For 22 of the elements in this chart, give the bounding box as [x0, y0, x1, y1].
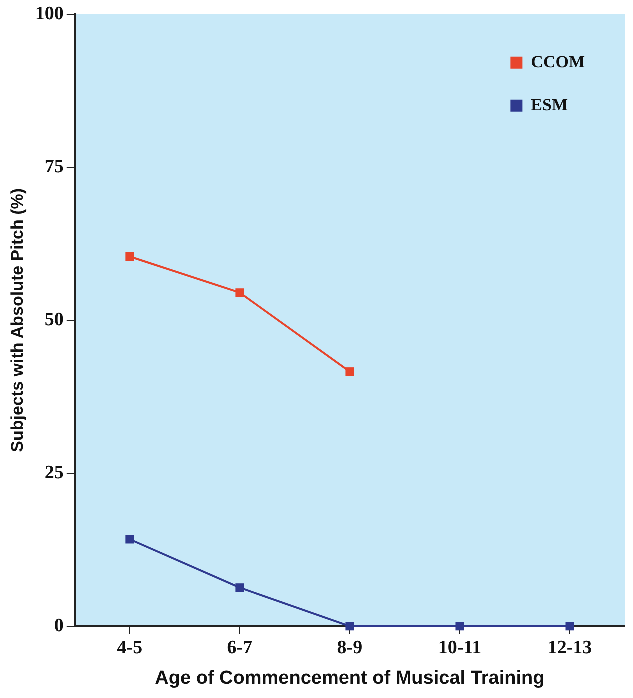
x-tick-label: 6-7 — [227, 638, 254, 659]
point — [346, 368, 354, 376]
y-axis-title: Subjects with Absolute Pitch (%) — [8, 188, 27, 452]
x-tick-label: 4-5 — [117, 638, 143, 659]
y-tick-label: 0 — [54, 615, 64, 636]
point — [236, 584, 244, 592]
y-tick-label: 75 — [44, 156, 64, 178]
point — [456, 622, 464, 631]
x-tick-label: 12-13 — [548, 638, 592, 659]
legend-label: CCOM — [531, 52, 586, 72]
x-tick-label: 8-9 — [337, 638, 363, 659]
x-tick-label: 10-11 — [438, 638, 482, 659]
point — [126, 535, 134, 544]
legend-label: ESM — [531, 95, 568, 114]
y-tick-label: 25 — [44, 462, 64, 484]
y-tick-label: 50 — [44, 309, 64, 330]
point — [346, 622, 354, 631]
point — [566, 622, 574, 631]
point — [236, 288, 244, 298]
point — [126, 252, 134, 261]
x-axis-title: Age of Commencement of Musical Training — [155, 668, 545, 689]
y-tick-label: 100 — [35, 3, 64, 24]
